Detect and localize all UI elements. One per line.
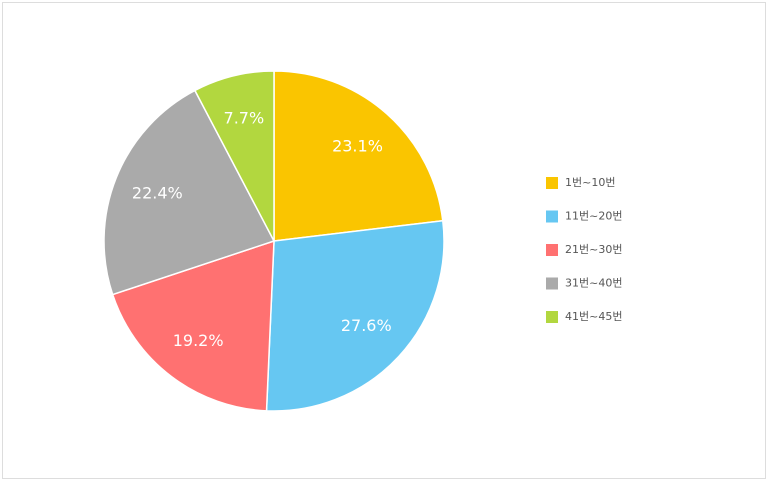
- pie-slice: [111, 239, 275, 412]
- data-label: 27.6%: [341, 316, 392, 335]
- legend-label: 31번~40번: [565, 277, 622, 290]
- data-label: 23.1%: [332, 136, 383, 155]
- pie-slice: [103, 89, 276, 296]
- legend-swatch: [546, 311, 558, 323]
- legend-swatch: [546, 244, 558, 256]
- data-label: 7.7%: [224, 108, 265, 127]
- data-label: 19.2%: [173, 331, 224, 350]
- pie-slice: [193, 70, 275, 242]
- legend-label: 21번~30번: [565, 243, 622, 256]
- data-label: 22.4%: [132, 183, 183, 202]
- pie-slice: [265, 219, 445, 412]
- pie-slice: [273, 70, 444, 242]
- legend-label: 11번~20번: [565, 210, 622, 223]
- legend-swatch: [546, 210, 558, 223]
- legend-label: 1번~10번: [565, 176, 615, 189]
- legend-label: 41번~45번: [565, 310, 622, 323]
- legend-swatch: [546, 277, 558, 290]
- legend-swatch: [546, 177, 558, 189]
